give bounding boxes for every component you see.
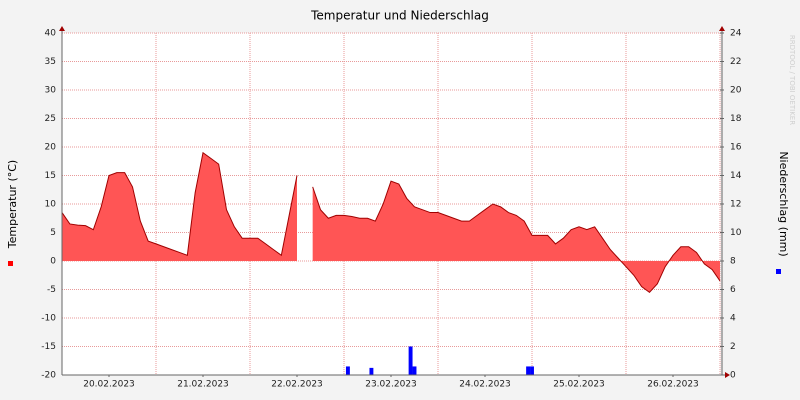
area-line xyxy=(61,151,298,257)
axes xyxy=(59,26,730,378)
bar xyxy=(526,366,531,375)
y2-tick-label: 12 xyxy=(730,200,741,210)
x-tick-label: 20.02.2023 xyxy=(83,380,135,390)
y2-tick-label: 16 xyxy=(730,143,742,153)
y-tick-label: 20 xyxy=(45,143,57,153)
legend-swatch xyxy=(776,269,781,274)
y-tick-label: 35 xyxy=(45,57,56,67)
area-fill xyxy=(62,152,297,261)
y-tick-label: -10 xyxy=(41,314,56,324)
y2-tick-label: 4 xyxy=(730,314,736,324)
bar xyxy=(412,366,417,375)
bar xyxy=(345,366,350,375)
bar xyxy=(530,366,534,375)
y2-tick-label: 20 xyxy=(730,86,742,96)
area-fill xyxy=(312,181,720,293)
y-tick-label: -5 xyxy=(47,285,56,295)
y-tick-label: 15 xyxy=(45,171,56,181)
y2-tick-label: 2 xyxy=(730,342,736,352)
y2-tick-label: 24 xyxy=(730,29,742,39)
x-tick-label: 25.02.2023 xyxy=(553,380,605,390)
y2-tick-label: 0 xyxy=(730,371,736,381)
x-tick-label: 26.02.2023 xyxy=(647,380,699,390)
y2-tick-label: 22 xyxy=(730,57,741,67)
bar xyxy=(408,346,413,375)
axis-arrow xyxy=(725,372,730,378)
y-tick-label: -20 xyxy=(41,371,56,381)
chart-title: Temperatur und Niederschlag xyxy=(310,9,489,23)
y2-tick-label: 6 xyxy=(730,285,736,295)
axis-arrow xyxy=(719,26,725,31)
marks xyxy=(61,151,721,375)
y-axis-title: Temperatur (°C) xyxy=(6,160,19,249)
area-line xyxy=(312,180,721,294)
y-tick-label: -15 xyxy=(41,342,56,352)
watermark: RRDTOOL / TOBI OETIKER xyxy=(788,35,796,125)
y2-axis-title: Niederschlag (mm) xyxy=(777,151,790,256)
y-tick-label: 5 xyxy=(50,228,56,238)
bar xyxy=(369,367,374,375)
y-tick-label: 40 xyxy=(45,29,57,39)
x-tick-label: 22.02.2023 xyxy=(271,380,323,390)
y-tick-label: 25 xyxy=(45,114,56,124)
legend-swatch xyxy=(8,261,13,266)
x-tick-label: 21.02.2023 xyxy=(177,380,229,390)
x-tick-label: 24.02.2023 xyxy=(459,380,511,390)
x-tick-label: 23.02.2023 xyxy=(365,380,417,390)
axis-arrow xyxy=(59,26,65,31)
y-tick-label: 0 xyxy=(50,257,56,267)
y-tick-label: 30 xyxy=(45,86,57,96)
y2-tick-label: 14 xyxy=(730,171,742,181)
y2-tick-label: 10 xyxy=(730,228,742,238)
y2-tick-label: 18 xyxy=(730,114,742,124)
y-tick-label: 10 xyxy=(45,200,57,210)
y2-tick-label: 8 xyxy=(730,257,736,267)
